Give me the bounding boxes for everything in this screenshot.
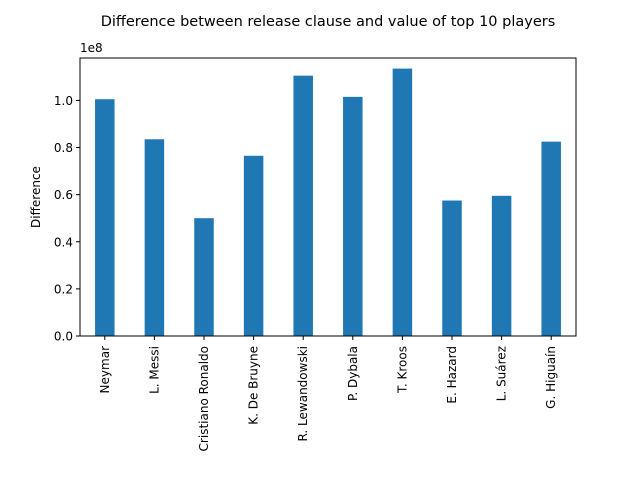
bar	[343, 96, 363, 336]
x-tick-label: R. Lewandowski	[296, 346, 310, 441]
y-tick-label: 1.0	[54, 94, 73, 108]
bar	[442, 200, 462, 336]
x-tick-label: Neymar	[98, 346, 112, 394]
y-tick-label: 0.8	[54, 141, 73, 155]
x-tick-label: K. De Bruyne	[247, 346, 261, 425]
bar	[293, 75, 313, 336]
x-tick-label: L. Suárez	[495, 346, 509, 401]
x-tick-label: L. Messi	[147, 346, 161, 394]
x-axis: Neymar L. Messi Cristiano Ronaldo K. De Bru…	[98, 336, 558, 451]
y-offset-label: 1e8	[80, 41, 103, 55]
x-tick-label: T. Kroos	[395, 346, 409, 394]
y-tick-label: 0.4	[54, 235, 73, 249]
x-tick-label: E. Hazard	[445, 346, 459, 404]
bar	[194, 218, 214, 336]
bar	[243, 155, 264, 336]
bar	[144, 139, 165, 336]
bar	[392, 68, 413, 337]
bar	[95, 99, 115, 336]
chart-title: Difference between release clause and va…	[101, 14, 556, 30]
axes-frame	[79, 57, 577, 337]
y-tick-label: 0.0	[54, 330, 73, 344]
bar	[541, 141, 561, 336]
plot-area	[95, 68, 561, 337]
y-tick-label: 0.6	[54, 188, 73, 202]
y-axis: 0.0 0.2 0.4 0.6 0.8 1.0	[54, 94, 80, 344]
x-tick-label: P. Dybala	[346, 346, 360, 401]
y-axis-label: Difference	[29, 166, 43, 228]
x-tick-label: G. Higuaín	[544, 346, 558, 409]
y-tick-label: 0.2	[54, 282, 73, 296]
bar	[491, 195, 512, 336]
x-tick-label: Cristiano Ronaldo	[197, 346, 211, 451]
